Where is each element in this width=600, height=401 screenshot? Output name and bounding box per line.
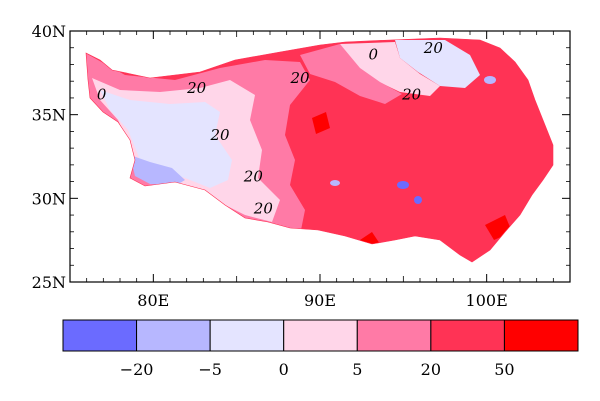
spot-neg-b [414,196,422,204]
colorbar-label: 50 [494,360,514,379]
plateau-field [85,37,554,263]
colorbar-swatch [430,319,505,352]
contour-label: 20 [289,69,310,87]
contour-label: 20 [423,39,444,57]
contour-label: 20 [253,199,274,217]
contour-label: 20 [209,126,230,144]
lon-tick-label: 90E [304,291,336,310]
lat-tick-label: 25N [32,273,66,292]
lon-tick-label: 100E [466,291,508,310]
colorbar-swatch [356,319,432,352]
colorbar-label: 20 [421,360,441,379]
colorbar: −20 −5 0 5 20 50 [62,319,579,379]
contour-label: 0 [97,86,107,104]
lon-tick-label: 80E [137,291,169,310]
colorbar-label: 5 [352,360,362,379]
region-northeast-0-5 [395,40,480,88]
region-east-gt50-c [312,112,330,134]
region-northeast-5-20 [340,42,440,96]
spot-neg-d [484,76,496,84]
colorbar-swatch [283,319,358,352]
colorbar-label: −5 [198,360,222,379]
colorbar-label: −20 [120,360,154,379]
plateau-outline [85,37,554,263]
lat-tick-label: 30N [32,189,66,208]
contour-label: 20 [401,86,422,104]
spot-neg-c [330,180,340,186]
colorbar-swatch [209,319,285,352]
contour-label: 0 [369,45,379,63]
lat-tick-label: 40N [32,22,66,41]
region-west-0-5 [100,90,232,188]
colorbar-swatch [503,319,579,352]
region-northeast-20-50 [300,44,402,104]
colorbar-label: 0 [279,360,289,379]
region-southwest-neg [130,155,185,186]
contour-label: 20 [186,79,207,97]
colorbar-swatch [136,319,211,352]
spot-neg-a [397,181,409,189]
latitude-ticks: 40N 35N 30N 25N [32,22,570,292]
longitude-ticks: 80E 90E 100E [86,31,554,310]
colorbar-swatch [62,319,138,352]
contour-labels: 0 20 20 0 20 20 20 20 20 [97,39,443,218]
lat-tick-label: 35N [32,106,66,125]
contour-label: 20 [243,168,264,186]
